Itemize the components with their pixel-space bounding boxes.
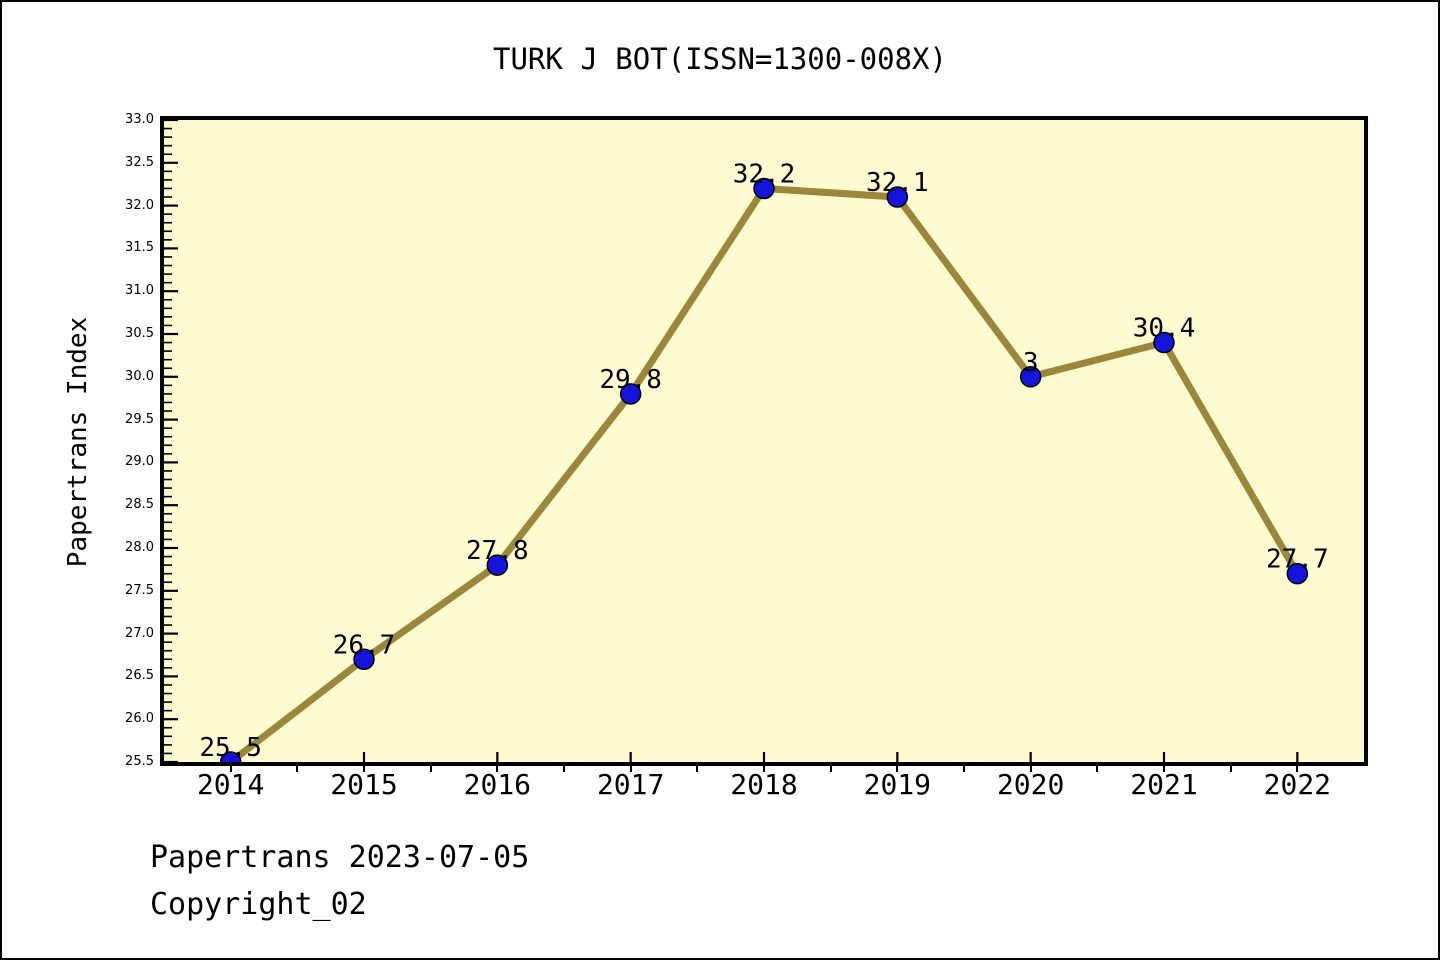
data-point-marker	[353, 648, 375, 671]
data-point-label: 30.4	[1133, 314, 1196, 344]
x-minor-tick	[296, 766, 299, 772]
data-point-marker	[886, 186, 909, 208]
y-tick-label: 25.5	[125, 754, 154, 769]
data-point-label: 27.7	[1266, 545, 1329, 575]
trend-line	[227, 184, 1301, 762]
x-minor-tick	[763, 766, 765, 772]
x-minor-tick	[363, 766, 365, 772]
y-tick-label: 31.5	[125, 240, 154, 256]
data-point-label: 32.1	[866, 168, 929, 198]
x-tick-label: 2022	[1263, 768, 1332, 801]
x-tick-label: 2018	[730, 768, 798, 801]
data-point-marker	[619, 383, 642, 405]
x-tick-label: 2020	[996, 768, 1065, 801]
data-point-marker	[219, 751, 242, 762]
data-point-marker	[1019, 366, 1042, 388]
data-point-marker	[1286, 562, 1309, 585]
y-axis-label: Papertrans Index	[63, 316, 93, 568]
x-tick-label: 2016	[463, 768, 532, 801]
x-minor-tick	[696, 766, 699, 772]
y-tick-label: 29.0	[125, 454, 154, 470]
data-point-label: 25.5	[199, 733, 262, 762]
y-tick-label: 28.5	[125, 497, 154, 513]
y-tick-label: 28.0	[125, 540, 154, 555]
chart-title: TURK J BOT(ISSN=1300-008X)	[493, 42, 947, 76]
x-tick-label: 2014	[196, 768, 265, 801]
x-minor-tick	[1296, 766, 1299, 772]
data-point-marker	[486, 554, 509, 576]
x-tick-label: 2019	[863, 768, 932, 801]
footer-copyright: Copyright_02	[150, 887, 367, 922]
data-point-label: 27.8	[466, 536, 529, 566]
x-minor-tick	[229, 766, 232, 772]
data-point-label: 29.8	[599, 365, 662, 395]
x-minor-tick	[963, 766, 965, 772]
y-tick-label: 30.0	[125, 368, 154, 384]
y-tick-label: 27.0	[125, 625, 154, 641]
y-tick-label: 32.0	[125, 197, 154, 213]
x-minor-tick	[629, 766, 632, 772]
x-minor-tick	[829, 766, 832, 772]
y-tick-label: 30.5	[125, 326, 154, 341]
plot-area: 25.5 26.7 27.8 29.8 32.2 32.1 3 30.4 27.7	[160, 116, 1368, 766]
x-minor-tick	[429, 766, 432, 772]
x-minor-tick	[1096, 766, 1099, 772]
x-minor-tick	[563, 766, 565, 772]
data-point-marker	[753, 177, 775, 200]
x-minor-tick	[1163, 766, 1165, 772]
data-point-label: 3	[1023, 348, 1039, 378]
x-minor-tick	[896, 766, 899, 772]
footer-source-date: Papertrans 2023-07-05	[150, 840, 530, 875]
x-tick-label: 2021	[1130, 768, 1198, 801]
x-minor-tick	[1029, 766, 1032, 772]
y-tick-label: 29.5	[125, 411, 154, 427]
x-tick-label: 2015	[330, 768, 398, 801]
data-point-marker	[1153, 331, 1175, 354]
y-tick-label: 26.0	[125, 711, 154, 727]
x-minor-tick	[496, 766, 499, 772]
x-minor-tick	[1229, 766, 1232, 772]
data-point-label: 32.2	[733, 159, 796, 189]
chart-canvas: 25.5 26.7 27.8 29.8 32.2 32.1 3 30.4 27.7	[164, 120, 1329, 762]
y-tick-label: 33.0	[125, 112, 154, 127]
y-tick-label: 31.0	[125, 283, 154, 299]
data-point-label: 26.7	[333, 630, 396, 660]
x-tick-label: 2017	[596, 768, 665, 801]
y-tick-label: 27.5	[125, 582, 154, 598]
y-tick-label: 26.5	[125, 668, 154, 684]
y-tick-label: 32.5	[125, 154, 154, 170]
